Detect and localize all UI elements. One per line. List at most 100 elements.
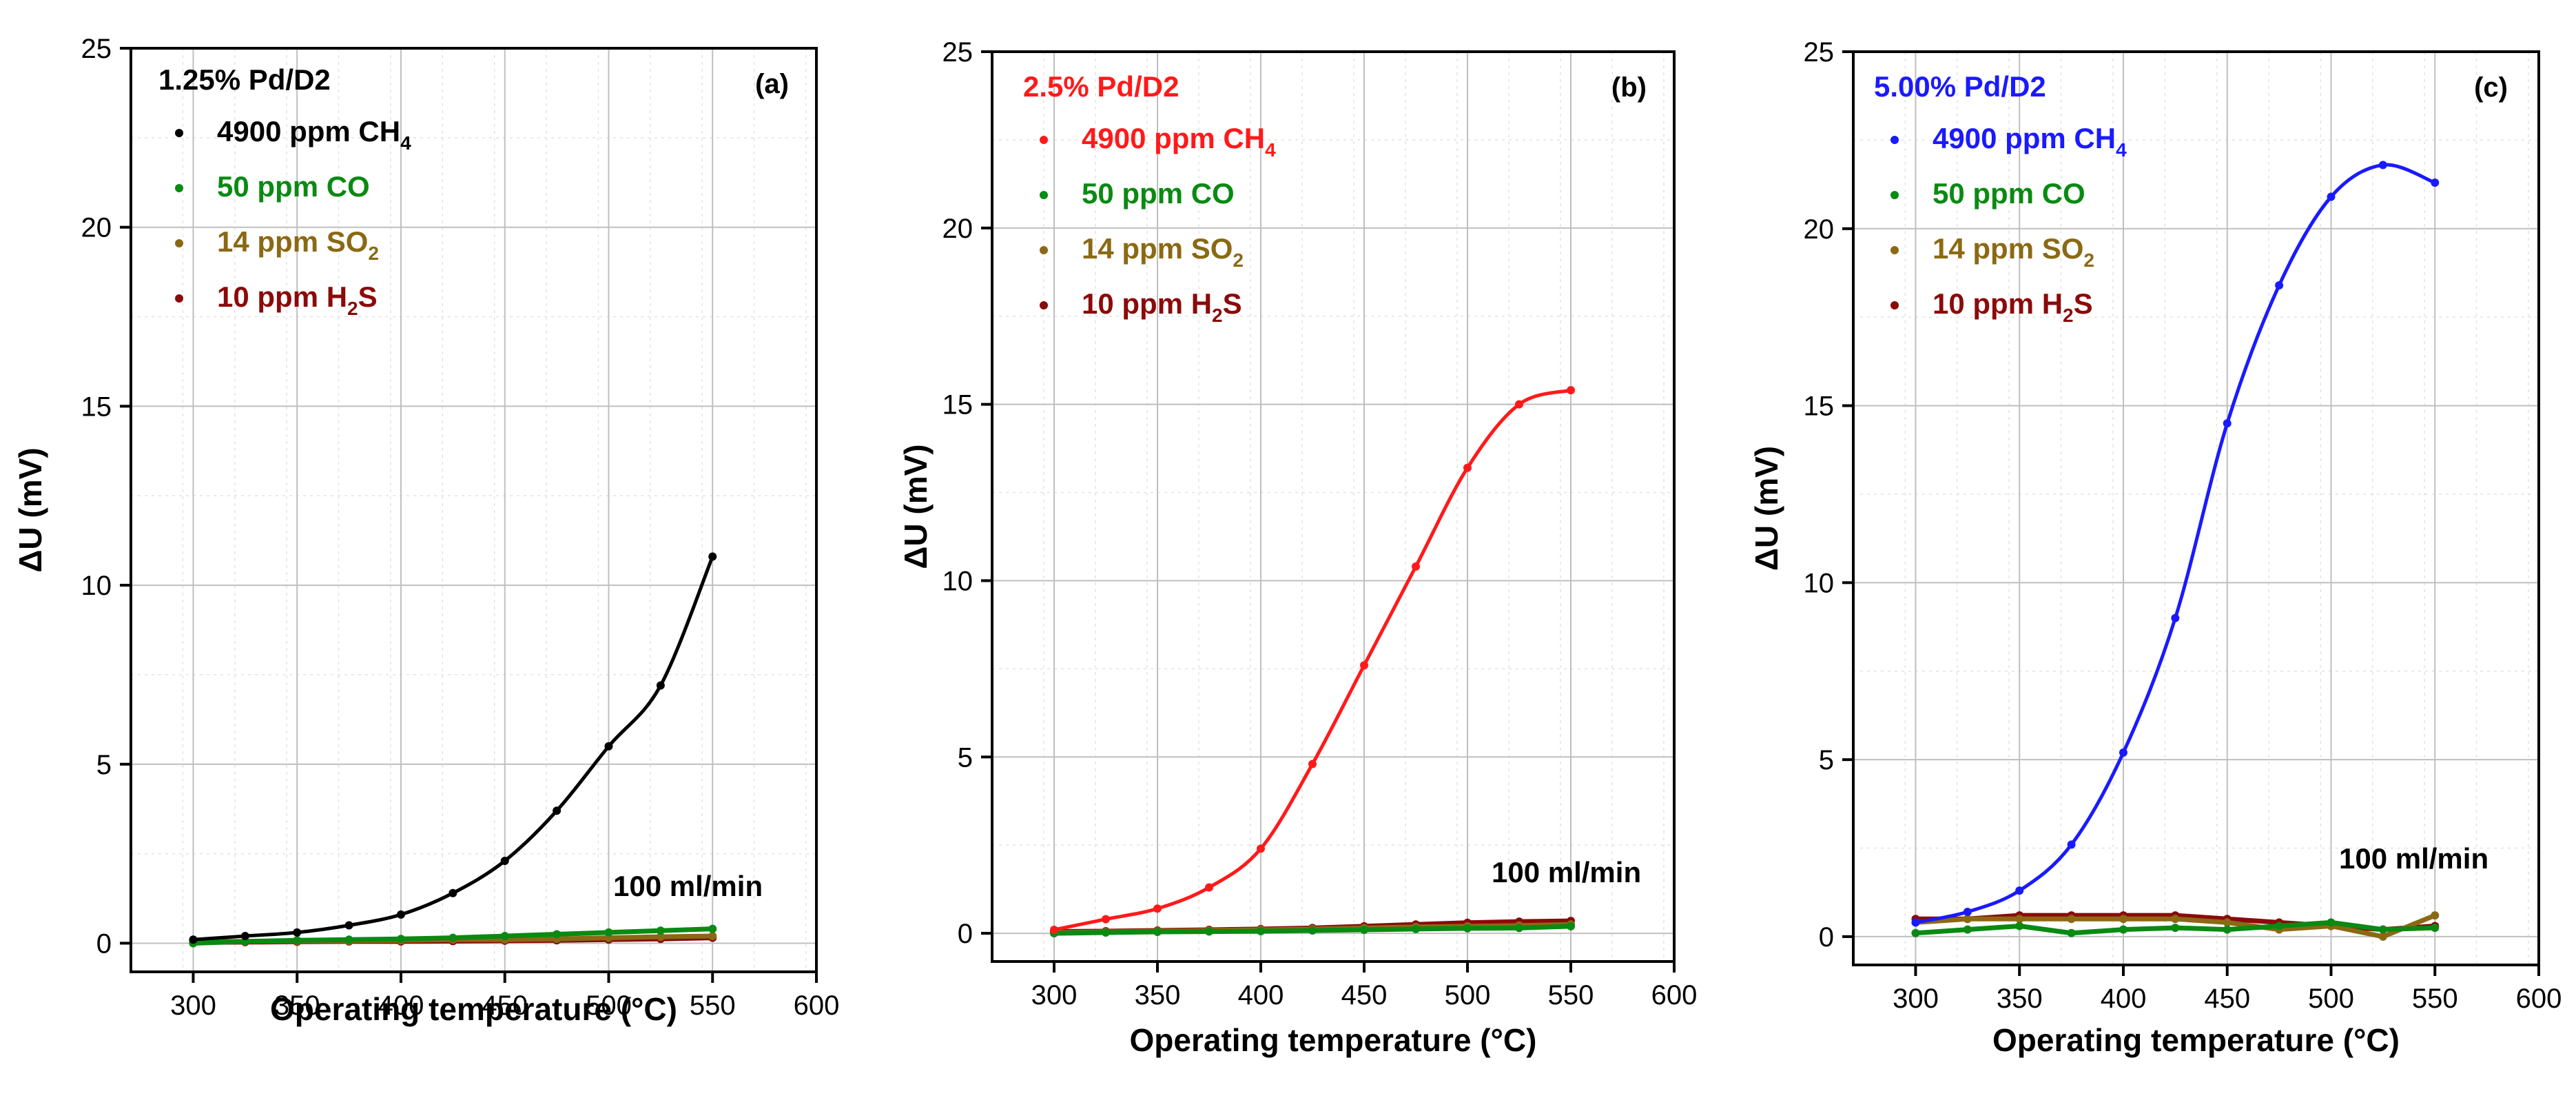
y-tick-label: 25 bbox=[942, 37, 973, 68]
y-axis-title: ΔU (mV) bbox=[12, 447, 48, 572]
data-point bbox=[553, 806, 561, 815]
y-tick-label: 5 bbox=[958, 742, 973, 773]
data-point bbox=[2171, 915, 2180, 924]
data-point bbox=[2223, 419, 2232, 428]
x-tick-label: 350 bbox=[1135, 980, 1181, 1010]
x-tick-label: 300 bbox=[170, 990, 216, 1021]
data-point bbox=[1515, 924, 1523, 933]
legend-marker bbox=[1040, 301, 1048, 309]
data-point bbox=[1257, 927, 1265, 935]
series-line bbox=[1915, 163, 2436, 924]
data-point bbox=[1567, 922, 1575, 930]
x-axis-title: Operating temperature (°C) bbox=[1130, 1022, 1537, 1058]
legend-marker bbox=[1890, 191, 1899, 199]
data-point bbox=[2327, 192, 2336, 201]
panel-label: (b) bbox=[1611, 72, 1647, 103]
data-point bbox=[1463, 463, 1472, 472]
x-tick-label: 350 bbox=[1997, 984, 2043, 1014]
data-point bbox=[293, 928, 302, 937]
legend-label: 50 ppm CO bbox=[1933, 177, 2085, 210]
x-tick-label: 300 bbox=[1893, 984, 1939, 1014]
y-tick-label: 5 bbox=[1819, 745, 1834, 775]
x-tick-label: 450 bbox=[1341, 980, 1388, 1010]
data-point bbox=[2119, 748, 2127, 757]
data-point bbox=[344, 921, 353, 930]
data-point bbox=[1360, 925, 1368, 934]
data-point bbox=[656, 933, 665, 942]
legend-label: 14 ppm SO2 bbox=[1082, 232, 1244, 271]
data-point bbox=[1412, 562, 1420, 571]
x-tick-label: 450 bbox=[482, 990, 528, 1021]
x-tick-label: 300 bbox=[1031, 980, 1078, 1010]
y-tick-label: 25 bbox=[1804, 37, 1835, 68]
data-point bbox=[656, 681, 665, 690]
x-tick-label: 550 bbox=[690, 990, 736, 1021]
data-point bbox=[1102, 915, 1110, 924]
data-point bbox=[2067, 928, 2076, 937]
flow-annotation: 100 ml/min bbox=[613, 870, 763, 902]
data-point bbox=[1412, 924, 1420, 933]
y-axis-title: ΔU (mV) bbox=[1749, 446, 1784, 571]
data-point bbox=[1102, 928, 1110, 937]
legend-marker bbox=[1040, 191, 1048, 199]
data-point bbox=[2067, 840, 2076, 849]
data-point bbox=[2015, 886, 2024, 895]
y-tick-label: 20 bbox=[81, 213, 112, 243]
data-point bbox=[656, 926, 665, 935]
x-tick-label: 550 bbox=[1548, 980, 1594, 1010]
data-point bbox=[1515, 400, 1523, 409]
data-point bbox=[2015, 922, 2024, 930]
y-tick-label: 15 bbox=[942, 390, 973, 420]
legend-marker bbox=[175, 294, 183, 303]
data-point bbox=[500, 932, 509, 941]
data-point bbox=[1911, 928, 1920, 937]
data-point bbox=[344, 935, 353, 944]
data-point bbox=[1205, 883, 1213, 892]
sample-label: 2.5% Pd/D2 bbox=[1023, 70, 1179, 103]
legend-marker bbox=[1890, 136, 1899, 144]
x-tick-label: 400 bbox=[378, 990, 424, 1021]
y-tick-label: 10 bbox=[1804, 568, 1835, 598]
data-point bbox=[708, 924, 717, 933]
x-tick-label: 500 bbox=[586, 990, 632, 1021]
data-point bbox=[1257, 844, 1265, 853]
data-point bbox=[449, 933, 457, 942]
data-point bbox=[708, 552, 717, 561]
x-tick-label: 600 bbox=[2516, 984, 2562, 1014]
y-tick-label: 0 bbox=[96, 928, 112, 959]
data-point bbox=[2223, 918, 2232, 927]
y-tick-label: 0 bbox=[958, 919, 973, 949]
sample-label: 5.00% Pd/D2 bbox=[1874, 70, 2046, 103]
data-point bbox=[1050, 925, 1058, 934]
data-point bbox=[2067, 915, 2076, 924]
y-tick-label: 15 bbox=[1804, 391, 1835, 422]
data-point bbox=[396, 935, 405, 944]
plot-frame bbox=[991, 50, 1676, 963]
data-point bbox=[2275, 281, 2284, 289]
data-point bbox=[1308, 926, 1317, 935]
data-point bbox=[604, 928, 613, 937]
legend-marker bbox=[1890, 246, 1899, 254]
legend-label: 4900 ppm CH4 bbox=[1933, 122, 2127, 161]
y-tick-label: 10 bbox=[942, 566, 973, 596]
legend-label: 10 ppm H2S bbox=[1082, 287, 1242, 326]
data-point bbox=[2015, 915, 2024, 924]
data-point bbox=[604, 742, 613, 751]
x-tick-label: 450 bbox=[2204, 984, 2250, 1014]
flow-annotation: 100 ml/min bbox=[1492, 856, 1641, 888]
data-point bbox=[1308, 760, 1317, 769]
x-tick-label: 400 bbox=[2101, 984, 2147, 1014]
panel-label: (c) bbox=[2474, 72, 2508, 103]
data-point bbox=[1963, 925, 1972, 934]
panel-label: (a) bbox=[755, 69, 789, 99]
data-point bbox=[1205, 927, 1213, 936]
data-point bbox=[293, 936, 302, 945]
x-tick-label: 500 bbox=[1445, 980, 1491, 1010]
legend-marker bbox=[1890, 301, 1899, 309]
data-point bbox=[2275, 922, 2284, 930]
data-point bbox=[2378, 161, 2387, 170]
data-point bbox=[2171, 613, 2180, 622]
legend-marker bbox=[1040, 246, 1048, 254]
flow-annotation: 100 ml/min bbox=[2339, 842, 2489, 875]
